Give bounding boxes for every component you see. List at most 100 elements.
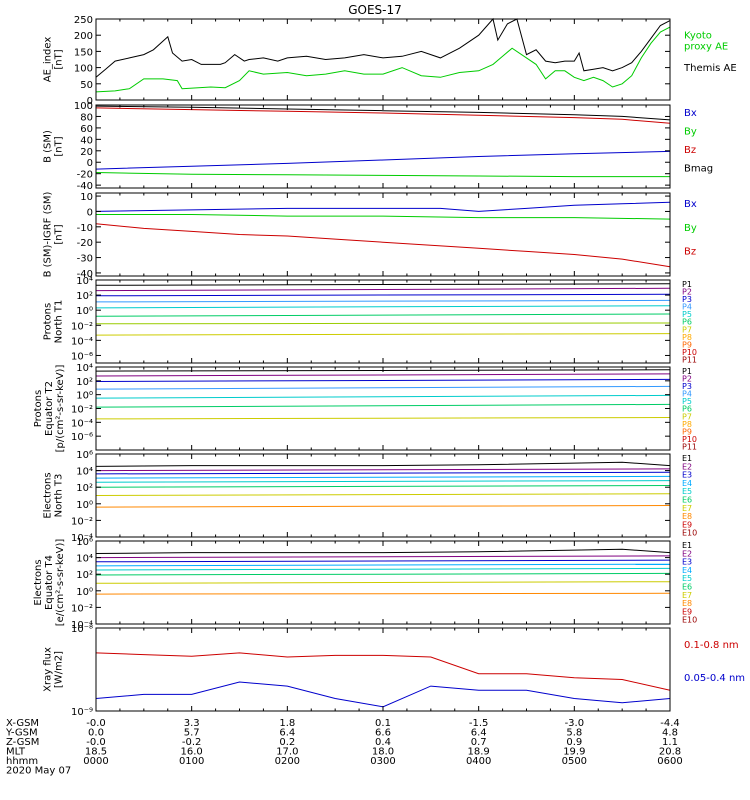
x-row-label: X-GSM: [6, 718, 39, 729]
y-tick-label: 10⁻⁶: [71, 432, 93, 443]
legend-label: P8: [682, 333, 692, 342]
legend-label: E3: [682, 558, 692, 567]
y-tick-label: 80: [80, 112, 93, 123]
legend-label: P2: [682, 375, 692, 384]
series-line-bigrf-1: [96, 214, 671, 220]
x-row-value: 4.8: [662, 728, 678, 739]
x-row-value: 5.7: [184, 728, 200, 739]
legend-label: E5: [682, 574, 692, 583]
series-line-xray-0: [95, 652, 671, 691]
series-line-p2-3: [95, 385, 671, 390]
y-tick-label: 0: [87, 158, 93, 169]
legend-label: P5: [682, 397, 692, 406]
x-row-value: 6.6: [375, 728, 391, 739]
series-line-ae-1: [95, 26, 671, 93]
x-row-value: -0.0: [86, 718, 106, 729]
chart-title: GOES-17: [348, 3, 402, 17]
series-line-p1-5: [95, 313, 671, 317]
series-line-p2-1: [95, 373, 671, 377]
y-tick-label: 10²: [76, 377, 93, 388]
legend-label: E10: [682, 616, 697, 625]
y-tick-label: 60: [80, 124, 93, 135]
x-row-value: 0.0: [88, 728, 104, 739]
legend-label: Kyoto: [684, 30, 712, 41]
x-row-value: 0.1: [375, 718, 391, 729]
legend-label: E4: [682, 479, 692, 488]
x-row-value: 0200: [275, 756, 300, 767]
y-tick-label: 0: [87, 96, 93, 107]
y-axis-label: Electrons: [43, 472, 54, 518]
y-axis-label: [nT]: [54, 224, 65, 244]
y-tick-label: 10⁻²: [71, 603, 93, 614]
x-row-value: 0400: [466, 756, 491, 767]
series-line-p2-5: [95, 403, 671, 408]
x-row-value: -4.4: [660, 718, 680, 729]
legend-label: P9: [682, 427, 692, 436]
x-row-value: 0300: [370, 756, 395, 767]
legend-label: E2: [682, 549, 692, 558]
x-row-value: 0.7: [471, 737, 487, 748]
legend-label: P1: [682, 367, 692, 376]
x-row-value: 5.8: [566, 728, 582, 739]
series-line-p1-6: [95, 322, 671, 325]
x-row-value: 0000: [83, 756, 108, 767]
legend-label: E4: [682, 566, 692, 575]
legend-label: E7: [682, 591, 692, 600]
legend-label: P4: [682, 303, 692, 312]
y-axis-label: [e/(cm²-s-sr-keV)]: [55, 539, 66, 627]
y-tick-label: 10⁶: [76, 450, 93, 461]
x-row-value: 19.9: [563, 747, 585, 758]
y-tick-label: 10²: [76, 570, 93, 581]
series-line-p2-2: [95, 378, 671, 382]
y-axis-label: B (SM): [43, 130, 54, 163]
series-line-bigrf-0: [95, 201, 671, 212]
legend-label: E9: [682, 520, 692, 529]
y-axis-label: Protons: [43, 303, 54, 340]
legend-label: proxy AE: [684, 41, 728, 52]
legend-label: P10: [682, 435, 697, 444]
y-tick-label: 100: [74, 64, 93, 75]
legend-label: P4: [682, 390, 692, 399]
x-row-value: 0.9: [566, 737, 582, 748]
y-tick-label: 10⁻⁴: [71, 533, 93, 544]
series-line-bsm-2: [95, 107, 671, 124]
x-row-value: 17.0: [276, 747, 298, 758]
y-tick-label: 10⁰: [76, 587, 93, 598]
y-tick-label: 10⁻⁴: [71, 418, 93, 429]
panel-frame: [95, 279, 671, 364]
y-tick-label: 10⁴: [76, 554, 93, 565]
series-line-e4-3: [95, 563, 671, 567]
legend-label: E2: [682, 462, 692, 471]
y-tick-label: 10⁰: [76, 306, 93, 317]
series-line-bsm-0: [95, 150, 671, 170]
y-tick-label: -30: [77, 254, 93, 265]
series-line-p1-3: [95, 299, 671, 303]
y-tick-label: -40: [77, 269, 93, 280]
legend-label: P5: [682, 310, 692, 319]
series-line-e4-2: [95, 559, 671, 563]
legend-label: P3: [682, 295, 692, 304]
legend-label: P1: [682, 280, 692, 289]
y-tick-label: 10: [80, 192, 93, 203]
panel-bigrf: -40 -30 -20 -10 0 10 B (SM)-IGRF (SM) [nT] Bx By B…: [43, 192, 697, 280]
x-row-value: -3.0: [565, 718, 585, 729]
x-row-value: 3.3: [184, 718, 200, 729]
y-tick-label: 10⁻⁹: [71, 707, 93, 718]
series-line-e3-0: [95, 461, 671, 467]
y-tick-label: 10²: [76, 291, 93, 302]
y-tick-label: 10⁻²: [71, 405, 93, 416]
series-line-e3-3: [95, 475, 671, 479]
series-line-xray-1: [95, 681, 671, 708]
y-axis-label: Electrons: [33, 559, 44, 605]
x-row-value: 20.8: [659, 747, 681, 758]
y-axis-label: Protons: [33, 390, 44, 427]
panel-p1: 10⁴ 10² 10⁰ 10⁻² 10⁻⁴ 10⁻⁶ Protons North T1 P1P2…: [43, 276, 698, 364]
x-row-value: 1.8: [279, 718, 295, 729]
legend-label: P6: [682, 405, 692, 414]
series-line-bigrf-2: [95, 223, 671, 268]
y-axis-label: North T1: [54, 300, 65, 344]
y-tick-label: 250: [74, 15, 93, 26]
y-axis-label: [p/(cm²-s-sr-keV)]: [55, 365, 66, 453]
y-tick-label: 50: [80, 80, 93, 91]
